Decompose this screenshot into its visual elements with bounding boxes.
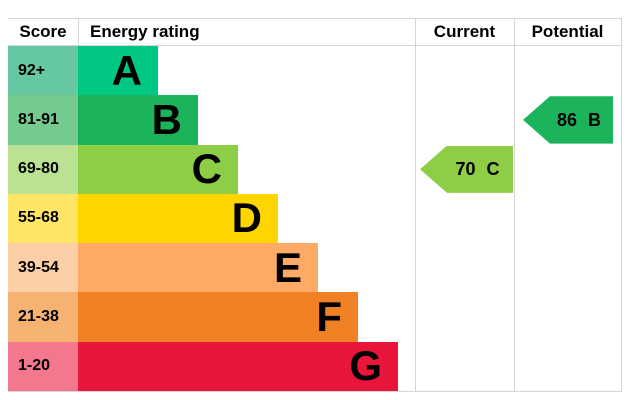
band-score-range-g: 1-20 (8, 341, 78, 391)
current-rating-band-letter: C (486, 159, 500, 180)
band-score-range-c: 69-80 (8, 144, 78, 194)
band-score-range-a: 92+ (8, 46, 78, 96)
band-row-e: 39-54 E (8, 243, 622, 293)
band-row-f: 21-38 F (8, 292, 622, 342)
band-score-range-e: 39-54 (8, 243, 78, 293)
band-bar-f: F (78, 292, 358, 342)
band-score-range-d: 55-68 (8, 193, 78, 244)
current-rating-value: 70 (455, 159, 476, 180)
current-column-divider (415, 18, 416, 392)
band-row-b: 81-91 B (8, 95, 622, 145)
header-current-label: Current (433, 22, 496, 41)
header-score-label: Score (19, 22, 67, 41)
band-bar-c: C (78, 144, 238, 194)
header-bottom-border (8, 45, 622, 46)
band-bar-d: D (78, 193, 278, 244)
header-energy-rating-label: Energy rating (90, 22, 200, 41)
score-rating-divider (78, 18, 79, 45)
table-top-border (8, 18, 622, 19)
table-bottom-border (8, 391, 622, 392)
potential-rating-band-letter: B (588, 109, 602, 130)
band-row-d: 55-68 D (8, 193, 622, 244)
band-bar-e: E (78, 243, 318, 293)
bands: 92+ A 81-91 B 69-80 C 55-68 D 39-54 E 21-38 F 1-20 G (8, 46, 622, 391)
band-bar-a: A (78, 46, 158, 96)
table-right-border (621, 18, 622, 392)
band-row-c: 69-80 C (8, 144, 622, 194)
band-row-a: 92+ A (8, 46, 622, 96)
band-score-range-f: 21-38 (8, 292, 78, 342)
band-score-range-b: 81-91 (8, 95, 78, 145)
band-row-g: 1-20 G (8, 341, 622, 391)
potential-column-divider (514, 18, 515, 392)
band-bar-b: B (78, 95, 198, 145)
header-potential-label: Potential (531, 22, 604, 41)
band-bar-g: G (78, 341, 398, 391)
potential-rating-value: 86 (556, 109, 578, 130)
